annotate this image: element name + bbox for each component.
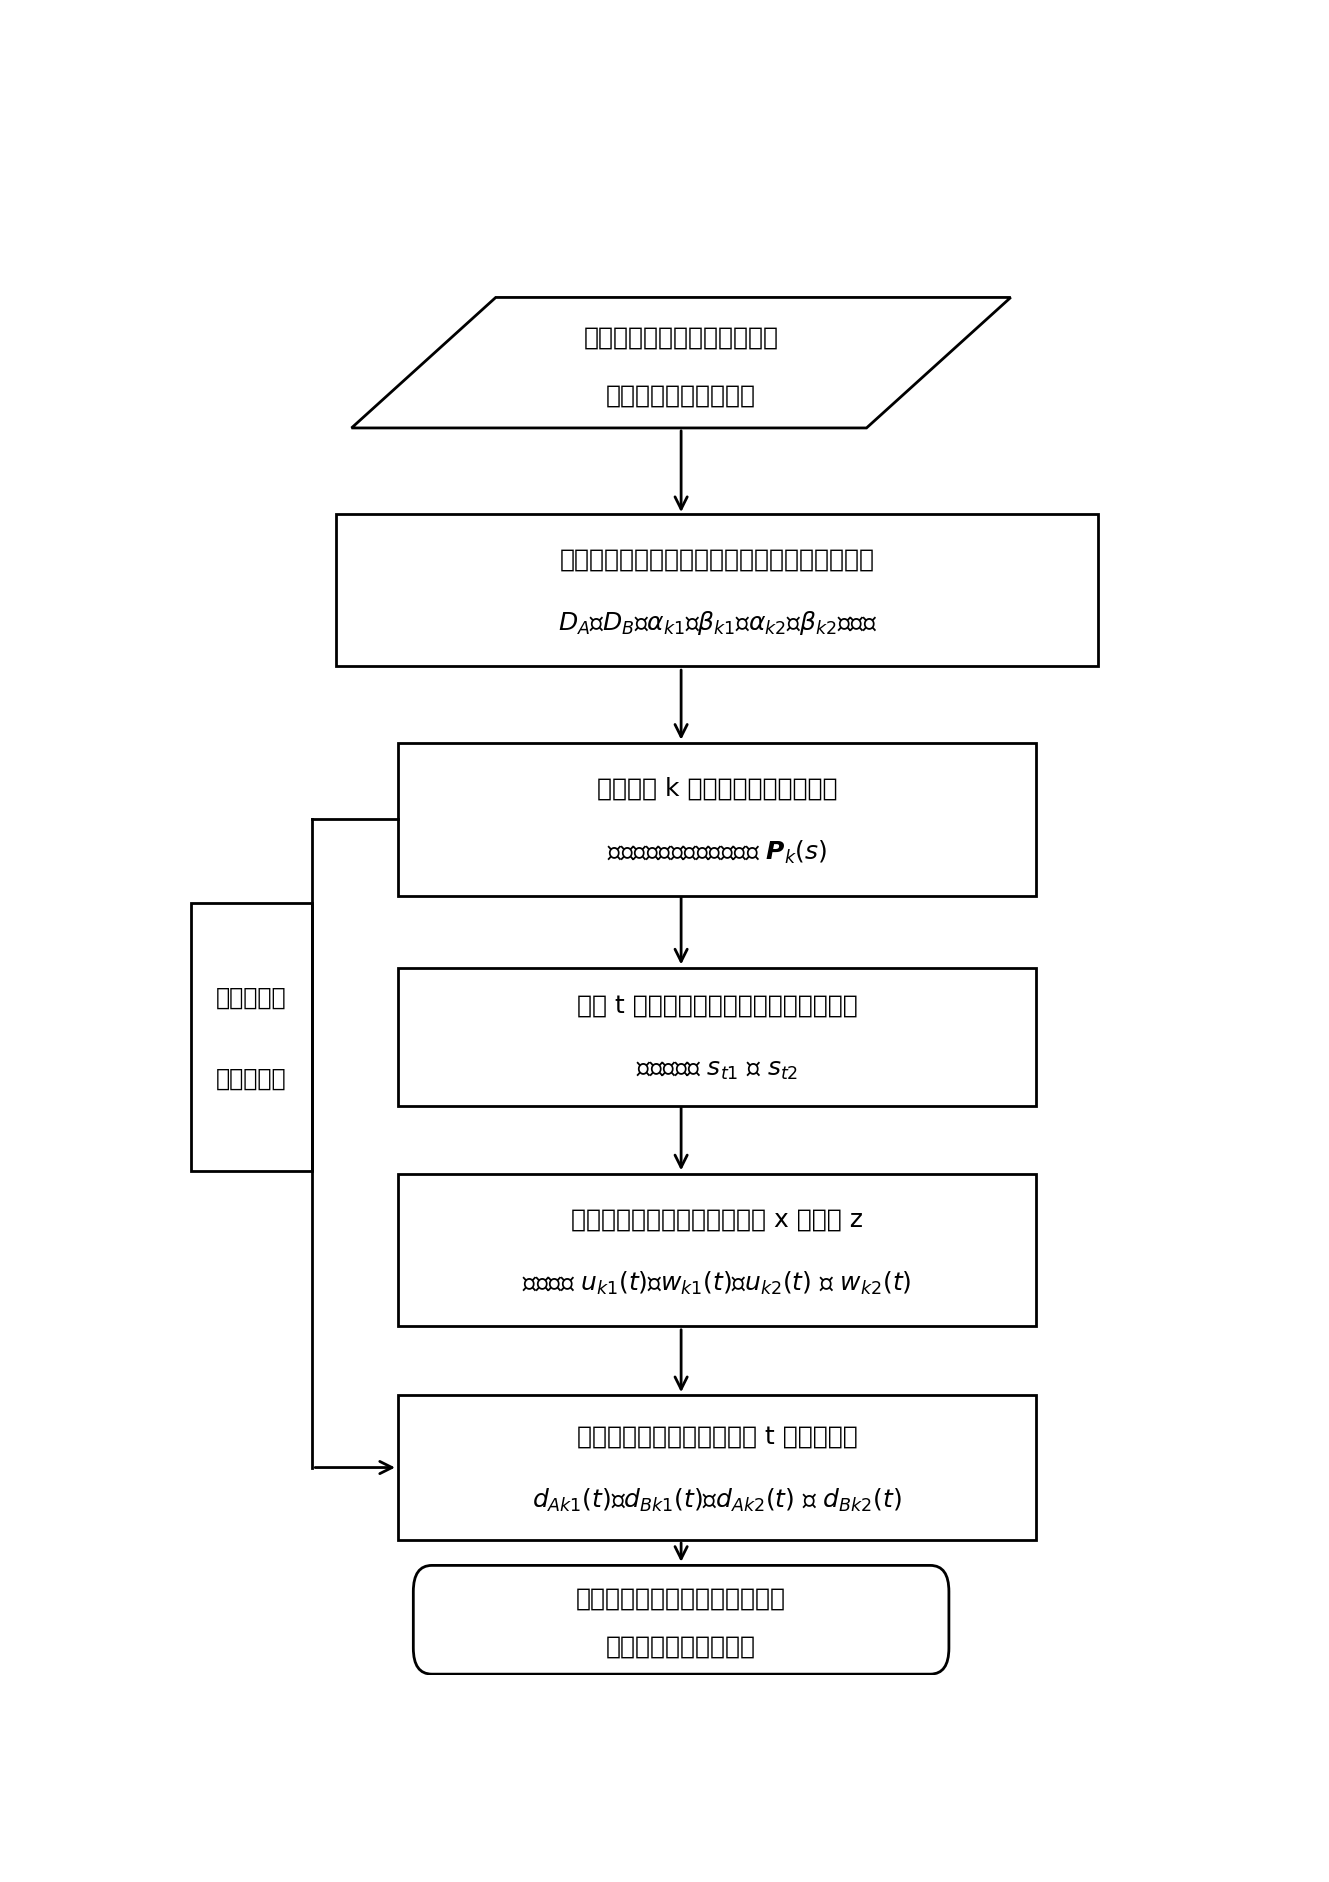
Text: 提取出第 k 对加载控制单元对应的: 提取出第 k 对加载控制单元对应的 — [597, 775, 837, 800]
Text: 计算 t 时刻左、右两侧板料与模具的接触: 计算 t 时刻左、右两侧板料与模具的接触 — [577, 994, 857, 1018]
Text: 将板料横向弯曲成与模具型面接触的柱面，确定: 将板料横向弯曲成与模具型面接触的柱面，确定 — [560, 548, 874, 570]
Bar — [397, 1174, 1037, 1327]
Text: 进行三维曲面拉伸成形: 进行三维曲面拉伸成形 — [606, 1634, 756, 1658]
Text: 加载点循环: 加载点循环 — [217, 1065, 287, 1090]
Text: 控制各加载单元的夹料钓运动，: 控制各加载单元的夹料钓运动， — [575, 1587, 787, 1611]
Polygon shape — [351, 297, 1011, 429]
Bar — [191, 903, 312, 1171]
Bar — [397, 969, 1037, 1107]
Text: 计算加载控制单元的油缸在 t 时刻的行程: 计算加载控制单元的油缸在 t 时刻的行程 — [577, 1425, 857, 1447]
Bar — [397, 743, 1037, 896]
Text: 成形件目标曲面的数据: 成形件目标曲面的数据 — [606, 384, 756, 407]
Bar — [336, 516, 1098, 666]
Text: 对所有离散: 对所有离散 — [217, 984, 287, 1009]
Text: 计算板料左、右端部加载点的 x 方向及 z: 计算板料左、右端部加载点的 x 方向及 z — [571, 1206, 863, 1231]
Text: 点参数坐标 $s_{t1}$ 和 $s_{t2}$: 点参数坐标 $s_{t1}$ 和 $s_{t2}$ — [637, 1058, 799, 1082]
Text: 获取离散加载点、模具型面及: 获取离散加载点、模具型面及 — [583, 326, 779, 350]
Text: $D_{A}$、$D_{B}$、$\alpha_{k1}$、$\beta_{k1}$、$\alpha_{k2}$、$\beta_{k2}$等参数: $D_{A}$、$D_{B}$、$\alpha_{k1}$、$\beta_{k1… — [558, 610, 877, 636]
Text: 方向位移 $u_{k1}(t)$、$w_{k1}(t)$、$u_{k2}(t)$ 与 $w_{k2}(t)$: 方向位移 $u_{k1}(t)$、$w_{k1}(t)$、$u_{k2}(t)$… — [522, 1268, 912, 1297]
Text: 模具型面的纵向截面轮廓线 $\boldsymbol{P}_k(s)$: 模具型面的纵向截面轮廓线 $\boldsymbol{P}_k(s)$ — [607, 837, 828, 866]
Text: $d_{Ak1}(t)$、$d_{Bk1}(t)$、$d_{Ak2}(t)$ 与 $d_{Bk2}(t)$: $d_{Ak1}(t)$、$d_{Bk1}(t)$、$d_{Ak2}(t)$ 与… — [532, 1487, 902, 1513]
FancyBboxPatch shape — [413, 1566, 949, 1675]
Bar — [397, 1395, 1037, 1539]
